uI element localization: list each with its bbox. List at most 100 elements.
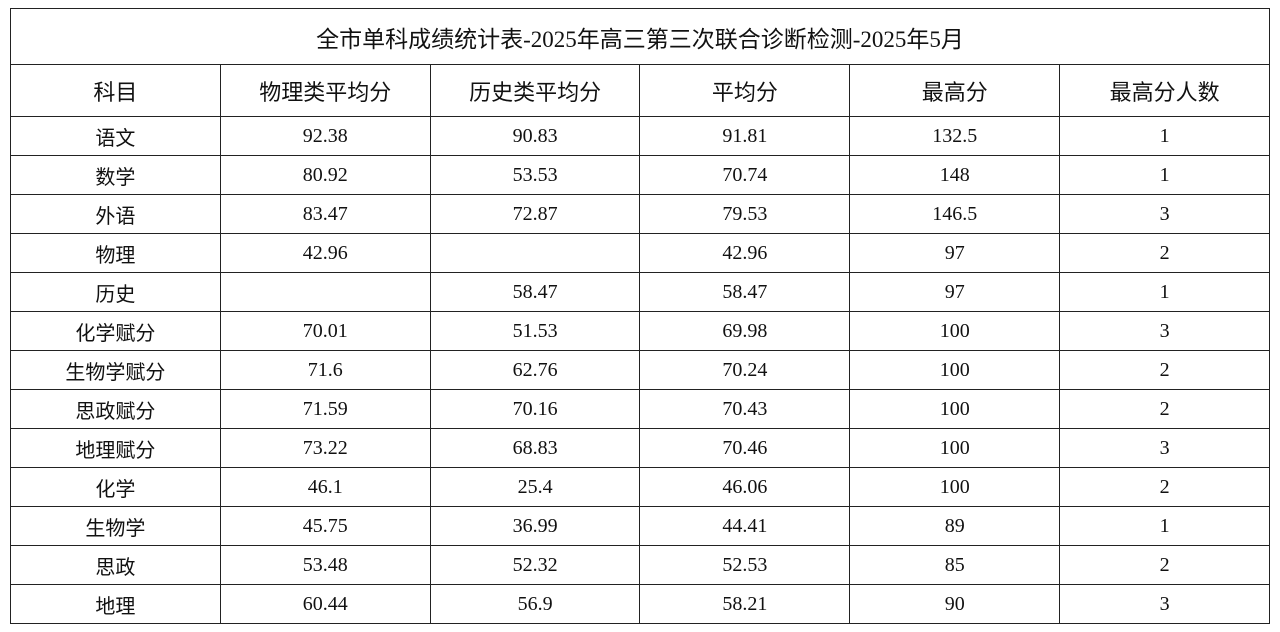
value-cell: 100 bbox=[849, 389, 1061, 429]
table-row: 化学 46.1 25.4 46.06 100 2 bbox=[10, 467, 1270, 507]
subject-cell: 思政 bbox=[10, 545, 221, 585]
table-body: 语文 92.38 90.83 91.81 132.5 1 数学 80.92 53.53 70.74… bbox=[10, 116, 1270, 624]
value-cell: 70.46 bbox=[639, 428, 851, 468]
value-cell: 45.75 bbox=[219, 506, 431, 546]
value-cell: 60.44 bbox=[219, 584, 431, 624]
value-cell: 72.87 bbox=[429, 194, 641, 234]
value-cell: 90 bbox=[849, 584, 1061, 624]
subject-cell: 语文 bbox=[10, 116, 221, 156]
value-cell: 89 bbox=[849, 506, 1061, 546]
table-row: 地理赋分 73.22 68.83 70.46 100 3 bbox=[10, 428, 1270, 468]
value-cell: 70.43 bbox=[639, 389, 851, 429]
value-cell: 1 bbox=[1059, 155, 1270, 195]
value-cell: 2 bbox=[1059, 389, 1270, 429]
subject-cell: 思政赋分 bbox=[10, 389, 221, 429]
value-cell: 46.06 bbox=[639, 467, 851, 507]
table-row: 地理 60.44 56.9 58.21 90 3 bbox=[10, 584, 1270, 624]
value-cell: 42.96 bbox=[639, 233, 851, 273]
value-cell: 68.83 bbox=[429, 428, 641, 468]
value-cell: 53.48 bbox=[219, 545, 431, 585]
header-row: 科目 物理类平均分 历史类平均分 平均分 最高分 最高分人数 bbox=[10, 64, 1270, 117]
subject-cell: 化学 bbox=[10, 467, 221, 507]
value-cell: 73.22 bbox=[219, 428, 431, 468]
value-cell: 36.99 bbox=[429, 506, 641, 546]
value-cell bbox=[219, 272, 431, 312]
value-cell: 3 bbox=[1059, 311, 1270, 351]
value-cell: 46.1 bbox=[219, 467, 431, 507]
score-table: 全市单科成绩统计表-2025年高三第三次联合诊断检测-2025年5月 科目 物理类… bbox=[10, 8, 1270, 624]
table-row: 外语 83.47 72.87 79.53 146.5 3 bbox=[10, 194, 1270, 234]
value-cell: 58.47 bbox=[429, 272, 641, 312]
value-cell: 58.47 bbox=[639, 272, 851, 312]
value-cell: 100 bbox=[849, 311, 1061, 351]
header-cell: 物理类平均分 bbox=[219, 64, 431, 117]
subject-cell: 地理 bbox=[10, 584, 221, 624]
value-cell: 132.5 bbox=[849, 116, 1061, 156]
value-cell: 70.01 bbox=[219, 311, 431, 351]
value-cell: 25.4 bbox=[429, 467, 641, 507]
table-row: 物理 42.96 42.96 97 2 bbox=[10, 233, 1270, 273]
value-cell: 53.53 bbox=[429, 155, 641, 195]
table-row: 思政赋分 71.59 70.16 70.43 100 2 bbox=[10, 389, 1270, 429]
value-cell: 83.47 bbox=[219, 194, 431, 234]
value-cell: 90.83 bbox=[429, 116, 641, 156]
table-row: 语文 92.38 90.83 91.81 132.5 1 bbox=[10, 116, 1270, 156]
value-cell: 146.5 bbox=[849, 194, 1061, 234]
value-cell: 70.24 bbox=[639, 350, 851, 390]
value-cell: 52.53 bbox=[639, 545, 851, 585]
value-cell: 58.21 bbox=[639, 584, 851, 624]
value-cell: 3 bbox=[1059, 428, 1270, 468]
value-cell: 100 bbox=[849, 428, 1061, 468]
value-cell: 70.16 bbox=[429, 389, 641, 429]
value-cell: 3 bbox=[1059, 194, 1270, 234]
subject-cell: 化学赋分 bbox=[10, 311, 221, 351]
table-row: 化学赋分 70.01 51.53 69.98 100 3 bbox=[10, 311, 1270, 351]
subject-cell: 历史 bbox=[10, 272, 221, 312]
table-row: 历史 58.47 58.47 97 1 bbox=[10, 272, 1270, 312]
table-row: 数学 80.92 53.53 70.74 148 1 bbox=[10, 155, 1270, 195]
header-cell: 最高分 bbox=[849, 64, 1061, 117]
value-cell: 2 bbox=[1059, 350, 1270, 390]
table-row: 思政 53.48 52.32 52.53 85 2 bbox=[10, 545, 1270, 585]
value-cell: 79.53 bbox=[639, 194, 851, 234]
value-cell: 69.98 bbox=[639, 311, 851, 351]
value-cell: 70.74 bbox=[639, 155, 851, 195]
header-cell: 历史类平均分 bbox=[429, 64, 641, 117]
subject-cell: 生物学赋分 bbox=[10, 350, 221, 390]
value-cell: 2 bbox=[1059, 233, 1270, 273]
value-cell: 62.76 bbox=[429, 350, 641, 390]
value-cell: 44.41 bbox=[639, 506, 851, 546]
header-cell: 最高分人数 bbox=[1059, 64, 1270, 117]
value-cell: 100 bbox=[849, 350, 1061, 390]
subject-cell: 生物学 bbox=[10, 506, 221, 546]
value-cell: 1 bbox=[1059, 272, 1270, 312]
value-cell: 52.32 bbox=[429, 545, 641, 585]
value-cell: 3 bbox=[1059, 584, 1270, 624]
value-cell: 92.38 bbox=[219, 116, 431, 156]
subject-cell: 地理赋分 bbox=[10, 428, 221, 468]
table-title: 全市单科成绩统计表-2025年高三第三次联合诊断检测-2025年5月 bbox=[10, 8, 1270, 65]
value-cell: 85 bbox=[849, 545, 1061, 585]
title-row: 全市单科成绩统计表-2025年高三第三次联合诊断检测-2025年5月 bbox=[10, 8, 1270, 65]
value-cell: 80.92 bbox=[219, 155, 431, 195]
value-cell: 91.81 bbox=[639, 116, 851, 156]
value-cell: 100 bbox=[849, 467, 1061, 507]
value-cell: 56.9 bbox=[429, 584, 641, 624]
header-cell: 平均分 bbox=[639, 64, 851, 117]
table-row: 生物学赋分 71.6 62.76 70.24 100 2 bbox=[10, 350, 1270, 390]
value-cell: 51.53 bbox=[429, 311, 641, 351]
value-cell: 97 bbox=[849, 272, 1061, 312]
value-cell: 148 bbox=[849, 155, 1061, 195]
value-cell: 97 bbox=[849, 233, 1061, 273]
value-cell: 71.6 bbox=[219, 350, 431, 390]
subject-cell: 外语 bbox=[10, 194, 221, 234]
value-cell: 2 bbox=[1059, 545, 1270, 585]
value-cell: 42.96 bbox=[219, 233, 431, 273]
subject-cell: 物理 bbox=[10, 233, 221, 273]
header-cell: 科目 bbox=[10, 64, 221, 117]
value-cell bbox=[429, 233, 641, 273]
value-cell: 2 bbox=[1059, 467, 1270, 507]
table-row: 生物学 45.75 36.99 44.41 89 1 bbox=[10, 506, 1270, 546]
value-cell: 1 bbox=[1059, 116, 1270, 156]
